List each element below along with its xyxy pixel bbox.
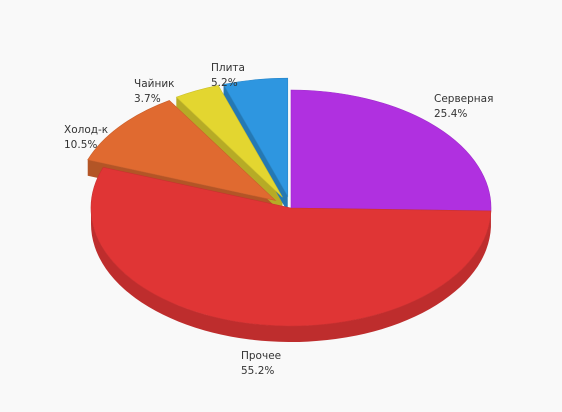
slice-3-value-label: 3.7% (134, 93, 161, 105)
slice-3[interactable] (175, 85, 283, 198)
slice-0-value-label: 25.4% (434, 108, 467, 120)
slice-4-value-label: 5.2% (211, 77, 238, 89)
slice-1[interactable] (90, 166, 492, 327)
slice-1-value-label: 55.2% (241, 365, 274, 377)
pie-labels: Серверная 25.4% Прочее 55.2% Холод-к 10.5% Чай… (64, 62, 493, 377)
slice-3-name-label: Чайник (134, 78, 175, 90)
slice-0[interactable] (290, 89, 492, 212)
slice-2-value-label: 10.5% (64, 139, 97, 151)
slice-1-name-label: Прочее (241, 350, 281, 362)
pie-top-faces (87, 77, 492, 327)
slice-4[interactable] (223, 77, 289, 198)
slice-2[interactable] (87, 100, 277, 201)
slice-4-name-label: Плита (211, 62, 245, 74)
slice-0-name-label: Серверная (434, 93, 493, 105)
slice-2-name-label: Холод-к (64, 124, 108, 136)
